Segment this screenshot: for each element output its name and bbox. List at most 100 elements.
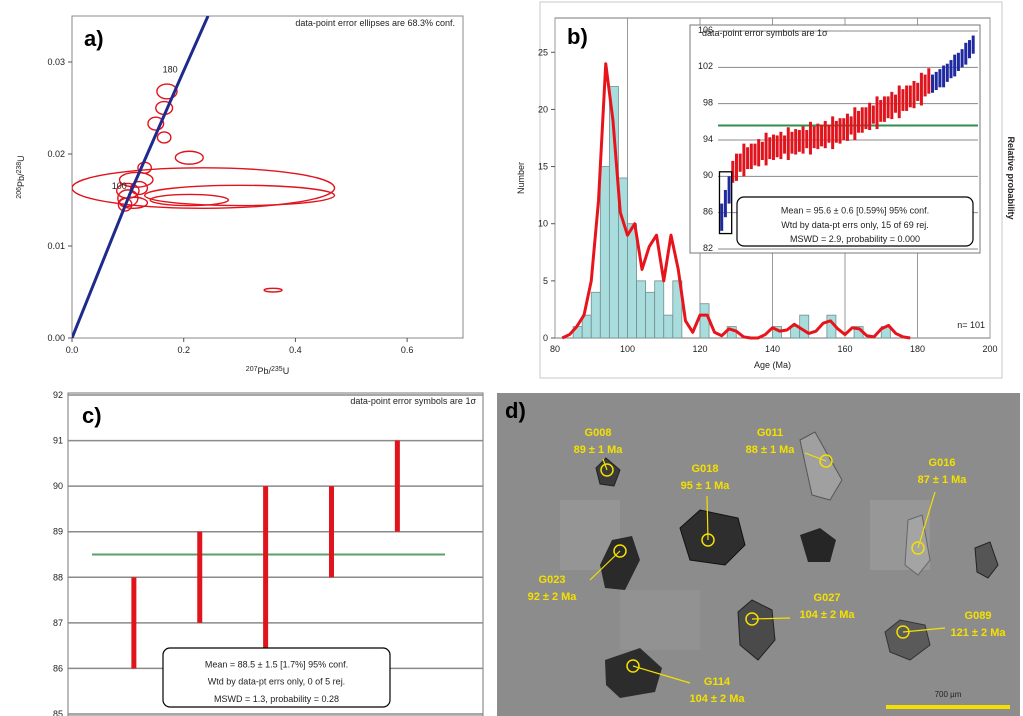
histogram-bar: [654, 280, 665, 339]
rejected-box: [718, 171, 733, 235]
histogram-bar: [799, 314, 810, 339]
error-bar: [760, 141, 764, 160]
error-ellipse: [263, 287, 283, 293]
x-axis-label: Age (Ma): [754, 360, 791, 370]
error-bar: [931, 74, 935, 93]
grain: [605, 648, 662, 698]
error-bar: [808, 121, 812, 155]
annotation: n= 101: [957, 320, 985, 330]
x-tick-label: 140: [765, 344, 780, 354]
grain-age: 88 ± 1 Ma: [746, 444, 796, 456]
error-bar: [742, 143, 746, 177]
axis-label: 207Pb/235U: [246, 366, 289, 377]
y-tick-label: 15: [538, 162, 548, 172]
grain-name: G089: [965, 610, 992, 622]
error-bar: [868, 102, 872, 131]
spot: [626, 659, 640, 673]
spot: [819, 454, 833, 468]
error-bar: [949, 60, 953, 79]
stats-line: MSWD = 2.9, probability = 0.000: [790, 234, 920, 244]
grain-age: 92 ± 2 Ma: [528, 591, 578, 603]
error-bar: [727, 176, 731, 204]
spot: [745, 612, 759, 626]
error-bar: [820, 124, 824, 147]
y-tick-label: 85: [53, 709, 63, 716]
y-tick-label: 106: [698, 25, 713, 35]
error-ellipse: [149, 193, 230, 207]
error-bar: [812, 126, 816, 149]
error-bar: [857, 110, 861, 133]
y-tick-label: 88: [53, 572, 63, 582]
grain-name: G018: [692, 463, 719, 475]
error-bar: [328, 486, 334, 578]
error-ellipse: [129, 180, 149, 196]
error-bar: [897, 85, 901, 119]
plot-area: [71, 15, 464, 339]
y-tick-label: 90: [53, 481, 63, 491]
error-bar: [860, 107, 864, 133]
error-bar: [886, 96, 890, 119]
label-part: Pb/: [257, 366, 271, 376]
error-bar: [834, 120, 838, 143]
error-bar: [827, 124, 831, 143]
error-bar: [764, 132, 768, 166]
grain-name: G008: [585, 427, 612, 439]
error-bar: [197, 531, 203, 623]
error-bar: [823, 120, 827, 149]
concordia-curve: [72, 16, 210, 338]
age-label: 100: [112, 181, 127, 191]
grain-name: G027: [814, 592, 841, 604]
histogram-bar: [627, 223, 637, 339]
spot: [896, 625, 910, 639]
y-tick-label: 5: [543, 276, 548, 286]
error-bar: [912, 80, 916, 109]
error-bar: [879, 100, 883, 122]
error-bar: [794, 129, 798, 155]
y-tick-label: 86: [703, 207, 713, 217]
error-bar: [720, 203, 724, 231]
label-part: 238: [16, 162, 23, 174]
error-bar: [757, 139, 761, 167]
error-bar: [919, 72, 923, 106]
grain-age: 121 ± 2 Ma: [951, 627, 1007, 639]
label-part: 206: [16, 187, 23, 199]
y-tick-label: 86: [53, 663, 63, 673]
grain-age: 89 ± 1 Ma: [574, 444, 624, 456]
grain: [799, 431, 843, 501]
grain-age: 95 ± 1 Ma: [681, 480, 731, 492]
error-bar: [882, 96, 886, 122]
y-tick-label: 20: [538, 104, 548, 114]
error-bar: [783, 135, 787, 154]
grain: [974, 541, 999, 579]
leader-line: [706, 495, 709, 541]
histogram-bar: [645, 291, 656, 339]
stats-line: MSWD = 1.3, probability = 0.28: [214, 694, 339, 704]
error-ellipse: [117, 197, 133, 212]
error-bar: [842, 118, 846, 140]
error-bar: [905, 85, 909, 111]
grain: [600, 536, 640, 590]
error-bar: [875, 96, 879, 130]
error-bar: [853, 107, 857, 140]
error-bar: [960, 49, 964, 68]
error-bar: [768, 137, 772, 160]
y-tick-label: 92: [53, 390, 63, 400]
grain-name: G023: [539, 574, 566, 586]
x-tick-label: 0.2: [177, 345, 190, 355]
error-bar: [838, 118, 842, 144]
panel-c: 85 86 87 88 89 90 91 92 Mean = 88.5 ± 1.5 [1.7%]…: [53, 390, 484, 716]
panel-title: b): [567, 24, 588, 49]
y-tick-label: 91: [53, 436, 63, 446]
error-bar: [971, 35, 975, 54]
panel-a: 0.0 0.2 0.4 0.6 0.00 0.01 0.02 0.03 100 180 a) data…: [16, 15, 464, 377]
error-bar: [753, 143, 757, 166]
histogram-bar: [699, 303, 710, 339]
error-bar: [786, 127, 790, 160]
grain-age: 104 ± 2 Ma: [800, 609, 856, 621]
y-axis-label: Number: [516, 162, 526, 194]
grain-name: G114: [704, 676, 731, 688]
error-bar: [927, 68, 931, 94]
leader-line: [632, 665, 691, 684]
leader-line: [589, 550, 621, 581]
